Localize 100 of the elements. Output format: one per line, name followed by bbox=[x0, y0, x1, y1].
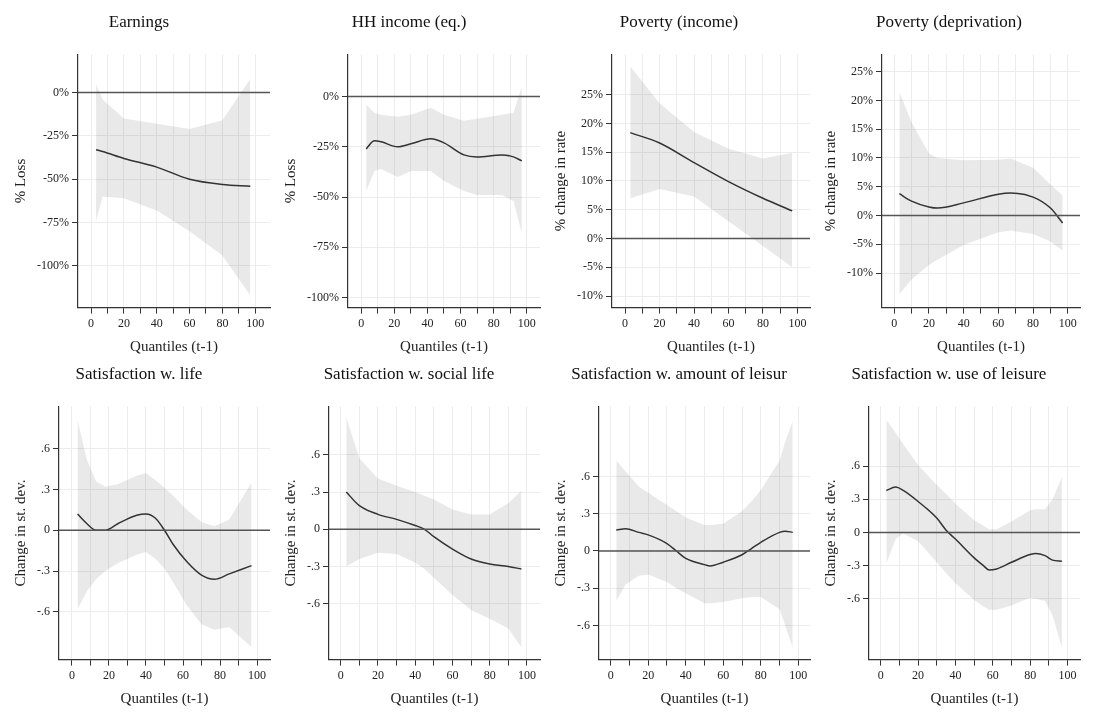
x-tick-label: 60 bbox=[992, 315, 1005, 330]
x-tick-label: 0 bbox=[358, 315, 365, 330]
y-tick-label: 15% bbox=[850, 121, 873, 136]
x-tick-label: 40 bbox=[688, 315, 701, 330]
y-tick-label: -.6 bbox=[577, 617, 590, 632]
x-tick-label: 40 bbox=[421, 315, 434, 330]
y-axis-title: Change in st. dev. bbox=[551, 479, 568, 587]
chart-title: Poverty (deprivation) bbox=[876, 11, 1022, 31]
x-tick-label: 20 bbox=[102, 667, 115, 682]
x-tick-label: 100 bbox=[1058, 667, 1077, 682]
x-tick-label: 40 bbox=[679, 667, 692, 682]
y-axis-title: Change in st. dev. bbox=[11, 479, 28, 587]
x-tick-label: 20 bbox=[912, 667, 925, 682]
y-tick-label: 0% bbox=[52, 84, 69, 99]
x-tick-label: 20 bbox=[642, 667, 655, 682]
y-tick-label: 10% bbox=[850, 150, 873, 165]
y-tick-label: .6 bbox=[311, 446, 320, 461]
x-tick-label: 100 bbox=[789, 667, 808, 682]
y-tick-label: -50% bbox=[42, 171, 69, 186]
y-tick-label: -10% bbox=[576, 288, 603, 303]
x-tick-label: 80 bbox=[756, 315, 769, 330]
y-tick-label: 0% bbox=[856, 207, 873, 222]
x-tick-label: 40 bbox=[957, 315, 970, 330]
chart-title: Poverty (income) bbox=[619, 11, 739, 31]
y-tick-label: 0% bbox=[322, 88, 339, 103]
y-tick-label: -5% bbox=[852, 236, 873, 251]
chart-title: Satisfaction w. social life bbox=[323, 363, 495, 383]
x-tick-label: 100 bbox=[248, 667, 267, 682]
x-tick-label: 100 bbox=[1058, 315, 1077, 330]
y-axis-title: Change in st. dev. bbox=[821, 479, 838, 587]
y-axis-title: % change in rate bbox=[551, 130, 568, 232]
y-tick-label: -.6 bbox=[37, 604, 50, 619]
x-tick-label: 80 bbox=[483, 667, 496, 682]
y-axis-title: % Loss bbox=[281, 158, 298, 204]
x-tick-label: 80 bbox=[1024, 667, 1037, 682]
y-tick-label: 5% bbox=[586, 201, 603, 216]
line-series bbox=[345, 491, 523, 570]
x-tick-label: 60 bbox=[986, 667, 999, 682]
y-tick-label: 5% bbox=[856, 178, 873, 193]
chart-title: Satisfaction w. use of leisure bbox=[851, 363, 1047, 383]
x-tick-label: 100 bbox=[246, 315, 265, 330]
y-tick-label: .3 bbox=[41, 481, 50, 496]
y-tick-label: -.3 bbox=[307, 558, 320, 573]
x-axis-title: Quantiles (t-1) bbox=[667, 337, 755, 355]
x-tick-label: 0 bbox=[622, 315, 629, 330]
y-tick-label: .6 bbox=[581, 468, 590, 483]
x-tick-label: 60 bbox=[183, 315, 196, 330]
y-tick-label: -100% bbox=[36, 258, 69, 273]
y-tick-label: -100% bbox=[306, 289, 339, 304]
x-tick-label: 60 bbox=[722, 315, 735, 330]
x-tick-label: 80 bbox=[1027, 315, 1040, 330]
line-series bbox=[629, 131, 793, 212]
x-tick-label: 100 bbox=[517, 315, 536, 330]
x-tick-label: 20 bbox=[922, 315, 935, 330]
x-axis-title: Quantiles (t-1) bbox=[120, 689, 209, 707]
line-series bbox=[885, 486, 1063, 571]
y-tick-label: 0 bbox=[854, 524, 860, 539]
x-axis-title: Quantiles (t-1) bbox=[660, 689, 749, 707]
line-series bbox=[76, 513, 253, 581]
y-axis-title: % change in rate bbox=[821, 130, 838, 232]
line-series bbox=[615, 527, 794, 567]
y-axis-title: % Loss bbox=[11, 158, 28, 204]
y-tick-label: -75% bbox=[42, 214, 69, 229]
y-tick-label: -25% bbox=[42, 128, 69, 143]
x-tick-label: 60 bbox=[717, 667, 730, 682]
y-tick-label: 25% bbox=[850, 63, 873, 78]
y-tick-label: -5% bbox=[582, 259, 603, 274]
x-tick-label: 0 bbox=[891, 315, 898, 330]
x-tick-label: 100 bbox=[517, 667, 536, 682]
chart-title: Satisfaction w. life bbox=[75, 363, 203, 383]
x-tick-label: 60 bbox=[446, 667, 459, 682]
y-tick-label: .3 bbox=[311, 484, 320, 499]
y-tick-label: -10% bbox=[846, 265, 873, 280]
y-tick-label: -25% bbox=[312, 138, 339, 153]
x-tick-label: 20 bbox=[388, 315, 401, 330]
x-tick-label: 80 bbox=[487, 315, 500, 330]
x-tick-label: 40 bbox=[139, 667, 152, 682]
x-tick-label: 80 bbox=[216, 315, 229, 330]
line-series bbox=[95, 149, 252, 187]
x-tick-label: 20 bbox=[653, 315, 666, 330]
y-tick-label: 15% bbox=[580, 144, 603, 159]
x-tick-label: 80 bbox=[754, 667, 767, 682]
y-tick-label: 20% bbox=[850, 92, 873, 107]
chart-title: Earnings bbox=[108, 11, 170, 31]
y-tick-label: 25% bbox=[580, 86, 603, 101]
x-tick-label: 80 bbox=[214, 667, 227, 682]
chart-title: Satisfaction w. amount of leisur bbox=[571, 363, 788, 383]
y-tick-label: .6 bbox=[851, 458, 860, 473]
y-tick-label: 0 bbox=[44, 522, 50, 537]
y-tick-label: 0% bbox=[586, 230, 603, 245]
x-axis-title: Quantiles (t-1) bbox=[400, 337, 488, 355]
x-tick-label: 60 bbox=[177, 667, 190, 682]
x-tick-label: 20 bbox=[371, 667, 384, 682]
y-axis-title: Change in st. dev. bbox=[281, 479, 298, 587]
x-tick-label: 60 bbox=[454, 315, 467, 330]
x-tick-label: 0 bbox=[607, 667, 614, 682]
x-tick-label: 40 bbox=[409, 667, 422, 682]
chart-title: HH income (eq.) bbox=[351, 11, 467, 31]
y-tick-label: -.3 bbox=[847, 557, 860, 572]
x-tick-label: 0 bbox=[88, 315, 95, 330]
